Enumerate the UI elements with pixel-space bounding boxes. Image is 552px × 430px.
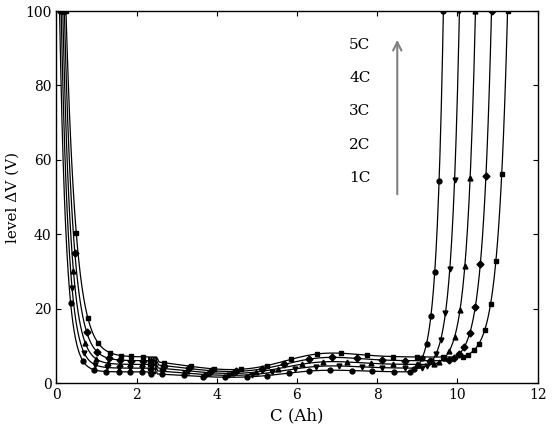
Y-axis label: level ΔV (V): level ΔV (V)	[6, 151, 19, 243]
Text: 3C: 3C	[349, 104, 370, 119]
Text: 2C: 2C	[349, 138, 370, 152]
Text: 1C: 1C	[349, 172, 370, 185]
Text: 5C: 5C	[349, 37, 370, 52]
Text: 4C: 4C	[349, 71, 370, 85]
X-axis label: C (Ah): C (Ah)	[270, 408, 323, 424]
